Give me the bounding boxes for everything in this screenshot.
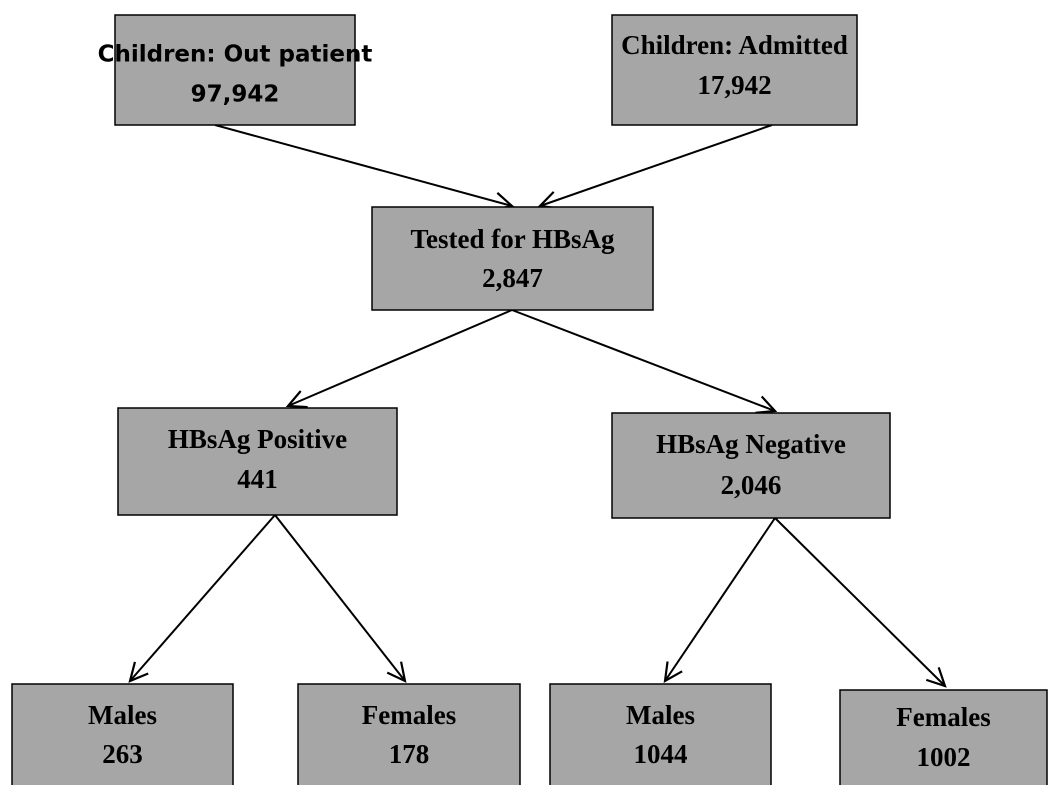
node-box xyxy=(117,407,398,516)
node-value: 1002 xyxy=(917,742,971,772)
node-box xyxy=(11,683,234,785)
node-value: 2,046 xyxy=(721,470,782,500)
arrow xyxy=(214,124,512,206)
node-value: 178 xyxy=(389,739,430,769)
node: Females 1002 xyxy=(839,689,1048,785)
node-label: Females xyxy=(896,702,990,732)
node: Children: Admitted 17,942 xyxy=(611,14,858,126)
node-label: Males xyxy=(88,700,157,730)
arrow xyxy=(665,517,776,681)
arrow xyxy=(511,309,775,411)
node-label: Children: Admitted xyxy=(621,30,848,60)
node: Males 263 xyxy=(11,683,234,785)
node-box xyxy=(611,412,891,519)
nodes: Children: Out patient 97,942 Children: Adm… xyxy=(11,14,1048,785)
node-label: HBsAg Negative xyxy=(656,429,846,459)
node-label: Children: Out patient xyxy=(98,42,373,68)
node-label: Males xyxy=(626,700,695,730)
node: Tested for HBsAg 2,847 xyxy=(371,206,654,311)
node-box xyxy=(371,206,654,311)
node: Children: Out patient 97,942 xyxy=(98,14,373,126)
node-label: Tested for HBsAg xyxy=(410,224,615,254)
arrow xyxy=(274,514,405,681)
node-value: 263 xyxy=(102,739,143,769)
node-box xyxy=(297,683,521,785)
node-label: Females xyxy=(362,700,456,730)
node-value: 17,942 xyxy=(697,70,771,100)
node-box xyxy=(839,689,1048,785)
node-box xyxy=(114,14,356,126)
arrows xyxy=(130,124,945,686)
arrow xyxy=(130,514,276,681)
node: HBsAg Positive 441 xyxy=(117,407,398,516)
node: Males 1044 xyxy=(549,683,772,785)
node: HBsAg Negative 2,046 xyxy=(611,412,891,519)
arrow xyxy=(288,309,513,406)
node: Females 178 xyxy=(297,683,521,785)
arrow xyxy=(540,124,773,206)
node-label: HBsAg Positive xyxy=(168,424,347,454)
node-value: 2,847 xyxy=(482,263,543,293)
node-value: 441 xyxy=(237,464,278,494)
node-value: 1044 xyxy=(634,739,688,769)
node-value: 97,942 xyxy=(191,82,280,108)
arrow xyxy=(774,517,945,686)
node-box xyxy=(611,14,858,126)
node-box xyxy=(549,683,772,785)
